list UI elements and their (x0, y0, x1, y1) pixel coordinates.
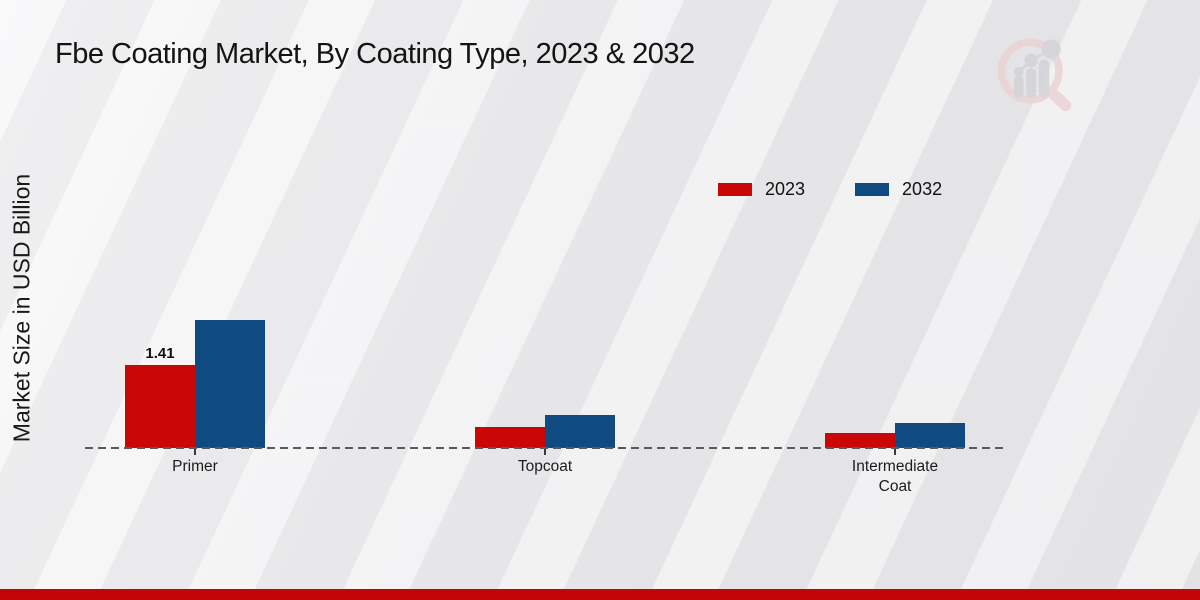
bar-2032-intermediate-coat (895, 423, 965, 448)
x-tick-label-primer: Primer (172, 458, 218, 475)
legend-item-2032: 2032 (855, 179, 942, 200)
legend-item-2023: 2023 (718, 179, 805, 200)
footer-accent-bar (0, 589, 1200, 600)
x-tick-intermediate-coat (894, 449, 896, 455)
bar-2023-primer (125, 365, 195, 448)
chart-title: Fbe Coating Market, By Coating Type, 202… (55, 38, 695, 70)
legend-label-2032: 2032 (902, 179, 943, 199)
magnifier-bar-chart-logo-icon (997, 38, 1072, 112)
bar-2023-intermediate-coat (825, 433, 895, 448)
x-tick-label-intermediate-coat: Intermediate Coat (851, 458, 939, 496)
x-tick-label-topcoat: Topcoat (517, 458, 573, 475)
bar-value-label: 1.41 (145, 345, 175, 362)
x-tick-topcoat (544, 449, 546, 455)
x-tick-primer (194, 449, 196, 455)
bar-2032-primer (195, 320, 265, 448)
legend-label-2023: 2023 (765, 179, 806, 199)
legend-swatch-2023 (718, 183, 752, 196)
bar-2032-topcoat (545, 415, 615, 448)
chart-legend: 2023 2032 (718, 179, 942, 200)
legend-swatch-2032 (855, 183, 890, 196)
bar-2023-topcoat (475, 427, 545, 448)
x-axis-baseline (85, 447, 1005, 449)
y-axis-label: Market Size in USD Billion (8, 173, 35, 443)
